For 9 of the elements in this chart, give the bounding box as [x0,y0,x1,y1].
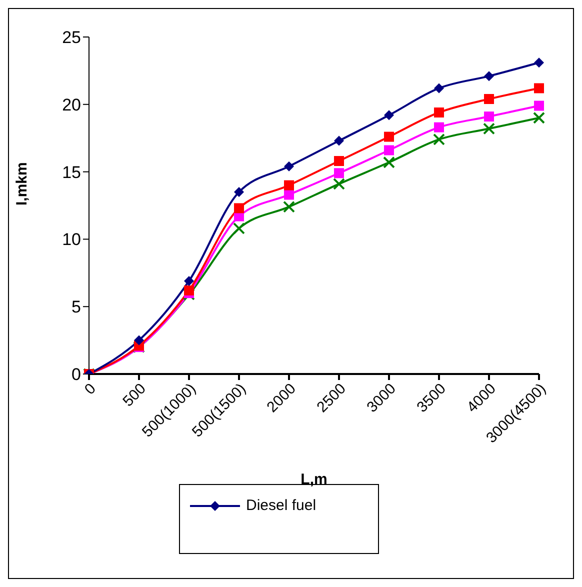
y-tick-label: 20 [62,95,81,114]
y-tick-label: 10 [62,230,81,250]
y-tick-label: 15 [62,162,81,182]
y-tick-label: 0 [72,365,81,384]
y-tick-label: 5 [72,298,81,317]
y-axis-title: I,mkm [13,162,30,206]
y-tick-label: 25 [62,28,81,48]
legend-label: Diesel fuel [246,497,316,514]
x-axis-title: L,m [300,471,328,488]
